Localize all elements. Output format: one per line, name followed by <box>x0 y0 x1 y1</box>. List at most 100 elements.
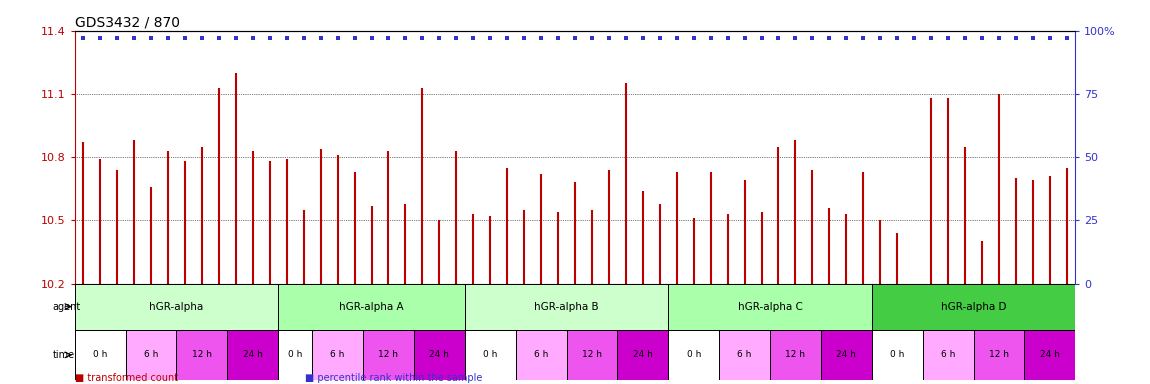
Point <box>735 35 753 41</box>
Bar <box>872 329 922 380</box>
Text: 0 h: 0 h <box>93 350 107 359</box>
Point <box>481 35 499 41</box>
Point <box>599 35 618 41</box>
Point <box>362 35 381 41</box>
Point <box>549 35 567 41</box>
Text: hGR-alpha B: hGR-alpha B <box>535 301 599 311</box>
Text: 6 h: 6 h <box>534 350 549 359</box>
Point <box>1041 35 1059 41</box>
Text: 6 h: 6 h <box>941 350 956 359</box>
Bar <box>465 329 515 380</box>
Point <box>702 35 720 41</box>
Text: 24 h: 24 h <box>836 350 857 359</box>
Text: 6 h: 6 h <box>737 350 752 359</box>
Point <box>1024 35 1042 41</box>
Bar <box>567 329 618 380</box>
Point <box>973 35 991 41</box>
Text: 24 h: 24 h <box>1040 350 1060 359</box>
Point <box>532 35 551 41</box>
Point <box>176 35 194 41</box>
Point <box>209 35 228 41</box>
Point <box>684 35 703 41</box>
Text: 12 h: 12 h <box>989 350 1009 359</box>
Text: hGR-alpha A: hGR-alpha A <box>339 301 404 311</box>
Point <box>667 35 685 41</box>
Bar <box>363 329 414 380</box>
Text: 24 h: 24 h <box>429 350 450 359</box>
Point <box>277 35 296 41</box>
Point <box>515 35 534 41</box>
Text: 12 h: 12 h <box>582 350 601 359</box>
Text: 12 h: 12 h <box>785 350 805 359</box>
Point <box>922 35 941 41</box>
Text: 24 h: 24 h <box>243 350 262 359</box>
Point <box>141 35 160 41</box>
Bar <box>872 284 1075 329</box>
Point <box>820 35 838 41</box>
Bar <box>278 329 312 380</box>
Point <box>74 35 92 41</box>
Text: 6 h: 6 h <box>330 350 345 359</box>
Bar <box>312 329 363 380</box>
Point <box>193 35 212 41</box>
Point <box>616 35 635 41</box>
Bar <box>1025 329 1075 380</box>
Text: hGR-alpha C: hGR-alpha C <box>737 301 803 311</box>
Bar <box>278 284 465 329</box>
Point <box>108 35 126 41</box>
Bar <box>75 329 125 380</box>
Point <box>498 35 516 41</box>
Bar <box>770 329 821 380</box>
Text: hGR-alpha: hGR-alpha <box>150 301 204 311</box>
Text: 24 h: 24 h <box>632 350 653 359</box>
Bar <box>465 284 668 329</box>
Text: ■ transformed count: ■ transformed count <box>75 373 178 383</box>
Point <box>345 35 363 41</box>
Text: 0 h: 0 h <box>288 350 302 359</box>
Point <box>447 35 466 41</box>
Text: 0 h: 0 h <box>483 350 498 359</box>
Point <box>312 35 330 41</box>
Point <box>159 35 177 41</box>
Bar <box>974 329 1025 380</box>
Point <box>990 35 1009 41</box>
Point <box>1058 35 1076 41</box>
Text: 0 h: 0 h <box>890 350 904 359</box>
Point <box>803 35 821 41</box>
Point <box>938 35 957 41</box>
Bar <box>821 329 872 380</box>
Point <box>956 35 974 41</box>
Bar <box>228 329 278 380</box>
Point <box>837 35 856 41</box>
Point <box>413 35 431 41</box>
Bar <box>125 329 176 380</box>
Point <box>769 35 788 41</box>
Bar <box>922 329 974 380</box>
Bar <box>75 284 278 329</box>
Point <box>634 35 652 41</box>
Point <box>787 35 805 41</box>
Point <box>380 35 398 41</box>
Point <box>430 35 449 41</box>
Point <box>583 35 601 41</box>
Point <box>905 35 923 41</box>
Bar <box>668 329 719 380</box>
Bar <box>176 329 228 380</box>
Point <box>752 35 770 41</box>
Point <box>1006 35 1025 41</box>
Point <box>294 35 313 41</box>
Text: time: time <box>53 350 75 360</box>
Text: 6 h: 6 h <box>144 350 159 359</box>
Text: 0 h: 0 h <box>687 350 700 359</box>
Text: GDS3432 / 870: GDS3432 / 870 <box>75 16 179 30</box>
Text: 12 h: 12 h <box>192 350 212 359</box>
Point <box>871 35 889 41</box>
Point <box>465 35 483 41</box>
Point <box>397 35 415 41</box>
Point <box>854 35 873 41</box>
Bar <box>515 329 567 380</box>
Bar <box>719 329 770 380</box>
Bar <box>618 329 668 380</box>
Point <box>244 35 262 41</box>
Point <box>888 35 906 41</box>
